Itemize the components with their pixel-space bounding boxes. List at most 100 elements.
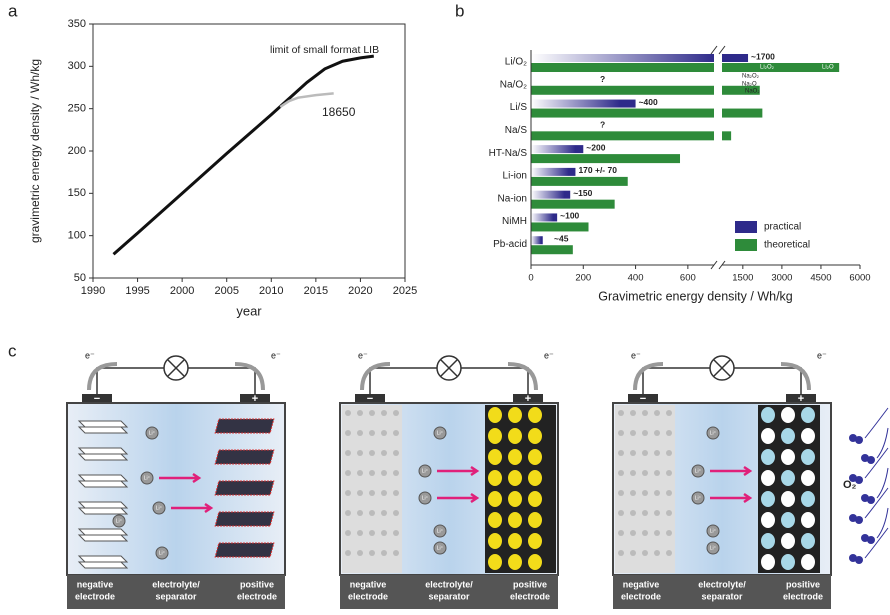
anode-dot (381, 510, 387, 516)
x-tick-label: 1995 (125, 285, 149, 297)
y-tick-label: Na-ion (498, 193, 527, 204)
cathode-pore (528, 470, 542, 486)
value-label: ? (600, 120, 605, 130)
gas-label: O₂ (843, 479, 857, 491)
oxygen-arrow (877, 468, 888, 498)
panel-label: a (8, 1, 18, 20)
cathode-pore (508, 533, 522, 549)
anode-dot (654, 530, 660, 536)
electron-label: e⁻ (631, 350, 641, 360)
annotation: Li₂O₂ (760, 65, 775, 71)
x-tick-label: 2015 (304, 285, 328, 297)
ion-label: Li⁺ (116, 518, 123, 524)
cathode-pore (781, 533, 795, 549)
ion-label: Li⁺ (156, 505, 163, 511)
y-tick-label: 350 (68, 18, 86, 30)
cathode-pore (781, 512, 795, 528)
anode-dot (393, 510, 399, 516)
anode-dot (654, 550, 660, 556)
anode-dot (381, 430, 387, 436)
cathode-pore (528, 512, 542, 528)
cathode-pore (801, 449, 815, 465)
oxygen (867, 456, 875, 464)
ion-label: Li⁺ (695, 495, 702, 501)
cathode-pore (781, 428, 795, 444)
electron-label: e⁻ (358, 350, 368, 360)
anode-dot (666, 490, 672, 496)
x-axis-title: Gravimetric energy density / Wh/kg (598, 289, 793, 303)
y-axis-title: gravimetric energy density / Wh/kg (28, 59, 42, 243)
cathode-layer (215, 419, 274, 433)
anode-dot (345, 430, 351, 436)
x-tick-label: 3000 (771, 273, 792, 284)
cathode-pore (761, 428, 775, 444)
bar-practical (531, 168, 575, 176)
electrode-label: electrolyte/ (698, 579, 746, 589)
anode-dot (630, 530, 636, 536)
bar-theoretical (531, 86, 760, 95)
anode-dot (654, 470, 660, 476)
cathode-pore (508, 554, 522, 570)
y-tick-label: Li/S (510, 102, 528, 113)
electrode-label: electrode (510, 591, 550, 601)
anode-dot (642, 410, 648, 416)
anode-dot (393, 410, 399, 416)
anode-dot (618, 510, 624, 516)
oxygen (855, 516, 863, 524)
anode-dot (369, 470, 375, 476)
y-tick-label: 300 (68, 60, 86, 72)
cathode-pore (781, 554, 795, 570)
cathode-pore (761, 512, 775, 528)
ion-label: Li⁺ (437, 528, 444, 534)
cathode-pore (801, 533, 815, 549)
anode-dot (357, 430, 363, 436)
anode-dot (630, 430, 636, 436)
bar-practical (531, 145, 583, 153)
oxygen (867, 496, 875, 504)
y-tick-label: Na/O₂ (500, 79, 527, 90)
cathode-pore (488, 449, 502, 465)
y-tick-label: NiMH (502, 216, 527, 227)
bar-theoretical (531, 222, 589, 231)
anode-dot (369, 550, 375, 556)
cathode-pore (528, 449, 542, 465)
cathode-layer (215, 450, 274, 464)
bar-theoretical (531, 109, 762, 118)
electrode-label: electrode (348, 591, 388, 601)
legend-label: theoretical (764, 240, 810, 251)
x-tick-label: 2025 (393, 285, 417, 297)
cathode-pore (488, 491, 502, 507)
bar-theoretical (531, 200, 615, 209)
anode-dot (630, 470, 636, 476)
cathode-pore (488, 533, 502, 549)
cathode-pore (488, 512, 502, 528)
cathode-pore (761, 470, 775, 486)
bar-practical (531, 236, 543, 244)
electron-label: e⁻ (544, 350, 554, 360)
electrode-label: positive (786, 579, 820, 589)
x-tick-label: 4500 (810, 273, 831, 284)
anode-dot (369, 450, 375, 456)
anode-dot (666, 410, 672, 416)
anode-dot (393, 530, 399, 536)
anode-dot (654, 510, 660, 516)
annotation: limit of small format LIB (270, 44, 379, 56)
anode-dot (381, 410, 387, 416)
cathode-layer (215, 481, 274, 495)
electrode-label: separator (701, 591, 743, 601)
anode-dot (618, 470, 624, 476)
ion-label: Li⁺ (710, 430, 717, 436)
anode-dot (642, 490, 648, 496)
x-tick-label: 6000 (849, 273, 870, 284)
electrode-label: separator (155, 591, 197, 601)
cathode-pore (528, 554, 542, 570)
anode-dot (618, 450, 624, 456)
x-tick-label: 2020 (348, 285, 372, 297)
anode-dot (369, 530, 375, 536)
plot-frame (93, 24, 405, 278)
value-label: ~1700 (751, 51, 775, 61)
y-tick-label: 250 (68, 103, 86, 115)
y-tick-label: 50 (74, 272, 86, 284)
y-tick-label: 150 (68, 187, 86, 199)
ion-label: Li⁺ (437, 430, 444, 436)
